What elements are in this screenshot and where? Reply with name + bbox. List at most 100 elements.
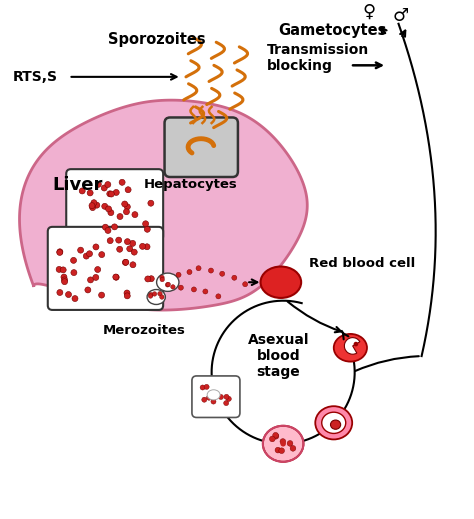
Circle shape xyxy=(171,285,175,289)
Circle shape xyxy=(196,266,201,271)
Circle shape xyxy=(99,252,105,257)
Circle shape xyxy=(95,181,101,187)
Circle shape xyxy=(176,272,181,277)
Circle shape xyxy=(280,439,286,444)
Circle shape xyxy=(143,221,149,227)
Wedge shape xyxy=(345,338,360,354)
Circle shape xyxy=(165,283,170,287)
Circle shape xyxy=(83,253,89,259)
Circle shape xyxy=(106,206,111,212)
Circle shape xyxy=(273,432,278,438)
Circle shape xyxy=(87,251,92,257)
Circle shape xyxy=(232,275,237,280)
Circle shape xyxy=(224,394,229,399)
Circle shape xyxy=(124,293,130,299)
Circle shape xyxy=(224,401,229,406)
Circle shape xyxy=(160,275,164,280)
Circle shape xyxy=(102,224,109,230)
Circle shape xyxy=(160,295,164,299)
Circle shape xyxy=(290,445,296,451)
Circle shape xyxy=(88,277,93,283)
Circle shape xyxy=(200,385,205,390)
Text: Liver: Liver xyxy=(53,176,103,194)
Circle shape xyxy=(148,276,154,282)
Circle shape xyxy=(57,250,63,255)
Circle shape xyxy=(219,271,225,276)
Circle shape xyxy=(102,203,108,209)
Circle shape xyxy=(90,204,96,211)
Circle shape xyxy=(130,262,136,268)
FancyBboxPatch shape xyxy=(164,117,238,177)
Circle shape xyxy=(166,282,171,286)
Circle shape xyxy=(275,447,281,453)
Circle shape xyxy=(60,267,66,273)
Circle shape xyxy=(148,200,154,206)
Circle shape xyxy=(122,260,128,265)
Circle shape xyxy=(85,287,91,293)
FancyBboxPatch shape xyxy=(66,169,163,241)
Circle shape xyxy=(354,342,358,346)
Circle shape xyxy=(202,397,207,402)
Circle shape xyxy=(105,182,111,187)
Text: Asexual
blood
stage: Asexual blood stage xyxy=(248,333,310,379)
Circle shape xyxy=(61,274,67,280)
FancyBboxPatch shape xyxy=(192,376,240,417)
Circle shape xyxy=(62,277,68,283)
Circle shape xyxy=(139,243,146,249)
Circle shape xyxy=(122,201,128,207)
Circle shape xyxy=(91,200,97,206)
Circle shape xyxy=(72,295,78,302)
Circle shape xyxy=(124,204,130,210)
Circle shape xyxy=(94,202,100,208)
Circle shape xyxy=(144,226,150,233)
Ellipse shape xyxy=(315,406,352,440)
Text: ♂: ♂ xyxy=(393,7,409,25)
Circle shape xyxy=(269,436,275,442)
Circle shape xyxy=(101,185,107,191)
Circle shape xyxy=(111,224,118,230)
Circle shape xyxy=(99,292,105,298)
Circle shape xyxy=(281,441,286,446)
Text: Sporozoites: Sporozoites xyxy=(108,33,205,47)
Circle shape xyxy=(95,267,100,272)
Text: Merozoites: Merozoites xyxy=(103,324,186,337)
Circle shape xyxy=(287,441,293,446)
Circle shape xyxy=(65,292,72,297)
Circle shape xyxy=(57,290,63,295)
Circle shape xyxy=(89,202,95,209)
Circle shape xyxy=(226,397,231,401)
Ellipse shape xyxy=(261,267,301,298)
Ellipse shape xyxy=(207,390,220,400)
Circle shape xyxy=(93,275,99,280)
Circle shape xyxy=(113,274,119,280)
Circle shape xyxy=(125,187,131,193)
Circle shape xyxy=(108,210,114,215)
Circle shape xyxy=(178,285,183,290)
Circle shape xyxy=(113,189,119,196)
Circle shape xyxy=(119,179,125,185)
Circle shape xyxy=(78,247,83,253)
Circle shape xyxy=(57,249,63,255)
Circle shape xyxy=(210,395,216,400)
Circle shape xyxy=(152,292,157,296)
Circle shape xyxy=(71,269,77,276)
Circle shape xyxy=(158,292,162,296)
Polygon shape xyxy=(19,100,307,310)
Circle shape xyxy=(203,289,208,294)
Circle shape xyxy=(123,260,129,265)
Circle shape xyxy=(216,294,221,299)
Text: Red blood cell: Red blood cell xyxy=(309,257,415,270)
FancyBboxPatch shape xyxy=(48,227,163,310)
Circle shape xyxy=(243,282,248,287)
Circle shape xyxy=(113,274,119,280)
Text: ♀: ♀ xyxy=(362,3,375,21)
Circle shape xyxy=(130,240,136,247)
Circle shape xyxy=(62,279,68,285)
Circle shape xyxy=(109,191,114,197)
Circle shape xyxy=(56,266,62,272)
Ellipse shape xyxy=(334,334,367,362)
Circle shape xyxy=(116,237,122,243)
Ellipse shape xyxy=(147,290,165,305)
Circle shape xyxy=(107,191,113,197)
Circle shape xyxy=(117,213,123,220)
